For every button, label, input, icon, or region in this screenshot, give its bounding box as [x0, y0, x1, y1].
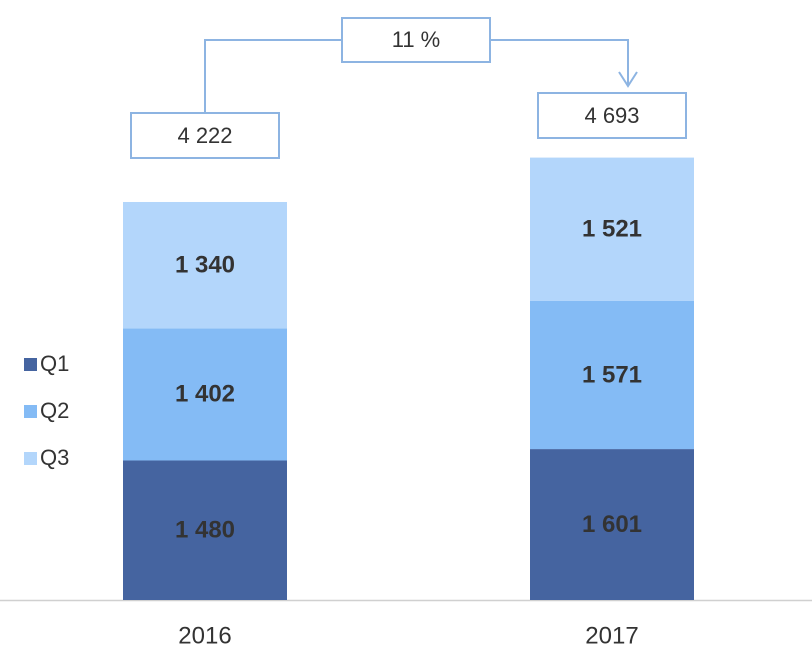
- bar-segment: [123, 460, 287, 600]
- total-label: 4 693: [584, 103, 639, 128]
- total-box: [537, 92, 687, 139]
- legend-label: Q3: [40, 445, 69, 470]
- value-label: 1 571: [582, 361, 642, 388]
- bar-segment: [530, 300, 694, 450]
- total-box: [130, 112, 280, 159]
- x-tick-label: 2016: [178, 622, 231, 649]
- bar-segment: [530, 157, 694, 301]
- value-label: 1 601: [582, 511, 642, 538]
- x-tick-label: 2017: [585, 622, 638, 649]
- legend-swatch: [24, 358, 37, 371]
- bar-segment: [123, 201, 287, 329]
- annotation-box: [341, 17, 491, 63]
- legend-label: Q2: [40, 398, 69, 423]
- bar-segment: [530, 449, 694, 600]
- legend-swatch: [24, 452, 37, 465]
- legend-label: Q1: [40, 351, 69, 376]
- value-label: 1 480: [175, 517, 235, 544]
- bar-segment: [123, 328, 287, 461]
- total-label: 4 222: [177, 123, 232, 148]
- value-label: 1 402: [175, 381, 235, 408]
- connector: [490, 39, 629, 84]
- value-label: 1 521: [582, 216, 642, 243]
- arrow-head: [618, 71, 638, 88]
- legend-swatch: [24, 405, 37, 418]
- value-label: 1 340: [175, 251, 235, 278]
- connector: [204, 39, 342, 113]
- annotation: 11 %: [392, 27, 441, 52]
